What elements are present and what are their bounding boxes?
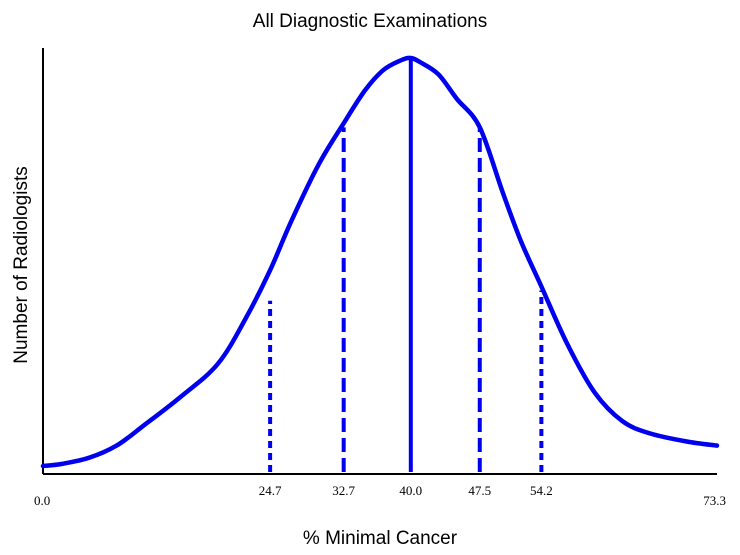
x-tick-labels: 24.7 32.7 40.0 47.5 54.2 0.0 73.3: [34, 483, 726, 508]
x-axis-title: % Minimal Cancer: [303, 528, 458, 549]
marker-label-47-5: 47.5: [468, 483, 491, 498]
x-tick-label-0-0: 0.0: [34, 493, 50, 508]
marker-label-24-7: 24.7: [259, 483, 282, 498]
marker-label-54-2: 54.2: [530, 483, 553, 498]
axes: [42, 48, 717, 475]
x-tick-label-73-3: 73.3: [703, 493, 726, 508]
marker-label-40-0: 40.0: [399, 483, 422, 498]
chart-title: All Diagnostic Examinations: [253, 11, 487, 32]
distribution-curve: [40, 55, 720, 469]
chart-marks: [40, 55, 720, 472]
marker-label-32-7: 32.7: [332, 483, 355, 498]
y-axis-title: Number of Radiologists: [11, 166, 32, 363]
